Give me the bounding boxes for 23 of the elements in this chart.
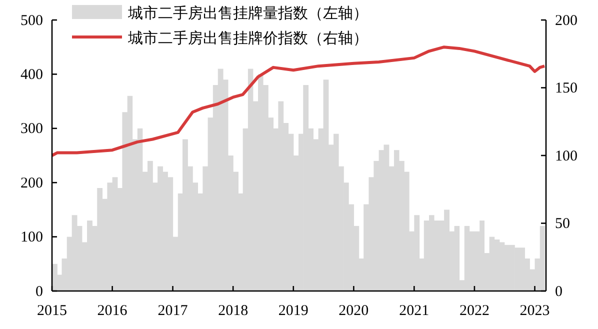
line-series: [50, 46, 546, 157]
y-tick-label: 500: [20, 12, 43, 29]
y2-tick-label: 0: [555, 284, 562, 300]
y-tick-label: 200: [20, 175, 43, 192]
x-tick-label: 2019: [278, 303, 308, 319]
x-tick-label: 2022: [459, 303, 490, 319]
x-tick-label: 2018: [218, 303, 248, 319]
x-tick-label: 2017: [158, 303, 188, 319]
y-tick-label: 100: [20, 230, 43, 246]
y-tick-label: 400: [20, 67, 43, 83]
y2-tick-label: 200: [555, 12, 578, 29]
y2-tick-label: 150: [555, 80, 578, 97]
x-tick-label: 2020: [338, 303, 369, 319]
y-tick-label: 0: [36, 284, 43, 300]
y2-tick-label: 50: [555, 216, 570, 232]
legend-label: 城市二手房出售挂牌量指数（左轴）: [127, 5, 368, 22]
x-tick-label: 2021: [399, 303, 430, 319]
legend-label: 城市二手房出售挂牌价指数（右轴）: [127, 30, 368, 47]
y2-tick-label: 100: [555, 148, 578, 164]
x-tick-label: 2016: [97, 303, 128, 319]
x-tick-label: 2023: [520, 303, 550, 319]
x-tick-label: 2015: [37, 303, 67, 319]
y-tick-label: 300: [20, 121, 43, 138]
